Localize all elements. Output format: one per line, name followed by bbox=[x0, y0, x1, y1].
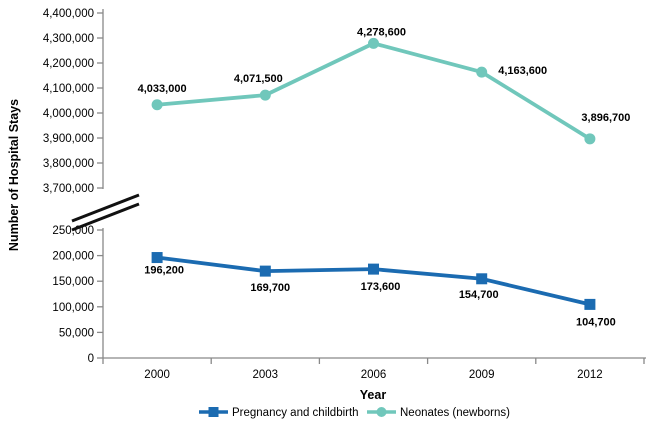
y-axis-tick-label: 150,000 bbox=[52, 276, 94, 288]
y-axis-tick-label: 3,700,000 bbox=[43, 183, 94, 195]
x-axis-tick-label: 2003 bbox=[253, 369, 279, 381]
axis-break-mark bbox=[71, 202, 140, 232]
y-axis-tick-label: 4,300,000 bbox=[43, 33, 94, 45]
data-point-label: 104,700 bbox=[576, 316, 616, 328]
x-axis-tick-label: 2000 bbox=[144, 369, 170, 381]
y-axis-tick-label: 3,800,000 bbox=[43, 158, 94, 170]
data-point-marker-square bbox=[259, 265, 271, 277]
y-axis-tick-label: 3,900,000 bbox=[43, 133, 94, 145]
data-point-marker-square bbox=[368, 263, 379, 275]
legend-marker-circle bbox=[376, 407, 387, 417]
series-line-neonates bbox=[155, 41, 592, 141]
data-point-marker-square bbox=[476, 273, 488, 285]
data-point-label: 3,896,700 bbox=[581, 112, 630, 124]
data-point-marker-circle bbox=[259, 89, 271, 101]
y-axis-tick-label: 4,100,000 bbox=[43, 83, 94, 95]
data-point-label: 169,700 bbox=[250, 282, 290, 294]
data-point-marker-circle bbox=[368, 37, 379, 49]
y-axis-tick-label: 200,000 bbox=[52, 251, 94, 263]
data-point-label: 173,600 bbox=[361, 281, 401, 293]
y-axis-tick-label: 4,400,000 bbox=[43, 8, 94, 20]
data-point-label: 4,033,000 bbox=[138, 83, 187, 95]
x-axis-title: Year bbox=[360, 388, 387, 402]
data-point-marker-circle bbox=[476, 66, 488, 78]
legend-marker-square bbox=[208, 407, 219, 417]
axis-break-mark bbox=[71, 193, 140, 223]
x-axis-tick-label: 2006 bbox=[361, 369, 387, 381]
x-axis-tick-label: 2009 bbox=[469, 369, 495, 381]
data-point-marker-circle bbox=[151, 99, 163, 111]
y-axis-tick-label: 0 bbox=[88, 353, 94, 365]
legend-item-label: Neonates (newborns) bbox=[400, 407, 510, 419]
y-axis-tick-label: 50,000 bbox=[59, 327, 94, 339]
y-axis-tick-label: 100,000 bbox=[52, 302, 94, 314]
y-axis-tick-label: 4,200,000 bbox=[43, 58, 94, 70]
data-point-marker-square bbox=[584, 298, 596, 310]
data-point-label: 196,200 bbox=[144, 265, 184, 277]
y-axis-title: Number of Hospital Stays bbox=[7, 99, 21, 251]
data-point-label: 154,700 bbox=[459, 289, 499, 301]
y-axis-tick-label: 4,000,000 bbox=[43, 108, 94, 120]
data-point-label: 4,071,500 bbox=[234, 73, 283, 85]
data-point-marker-square bbox=[151, 252, 163, 264]
data-point-marker-circle bbox=[584, 133, 596, 145]
x-axis-tick-label: 2012 bbox=[577, 369, 603, 381]
legend-item-label: Pregnancy and childbirth bbox=[232, 407, 359, 419]
data-point-label: 4,278,600 bbox=[357, 26, 406, 38]
data-point-label: 4,163,600 bbox=[498, 65, 547, 77]
